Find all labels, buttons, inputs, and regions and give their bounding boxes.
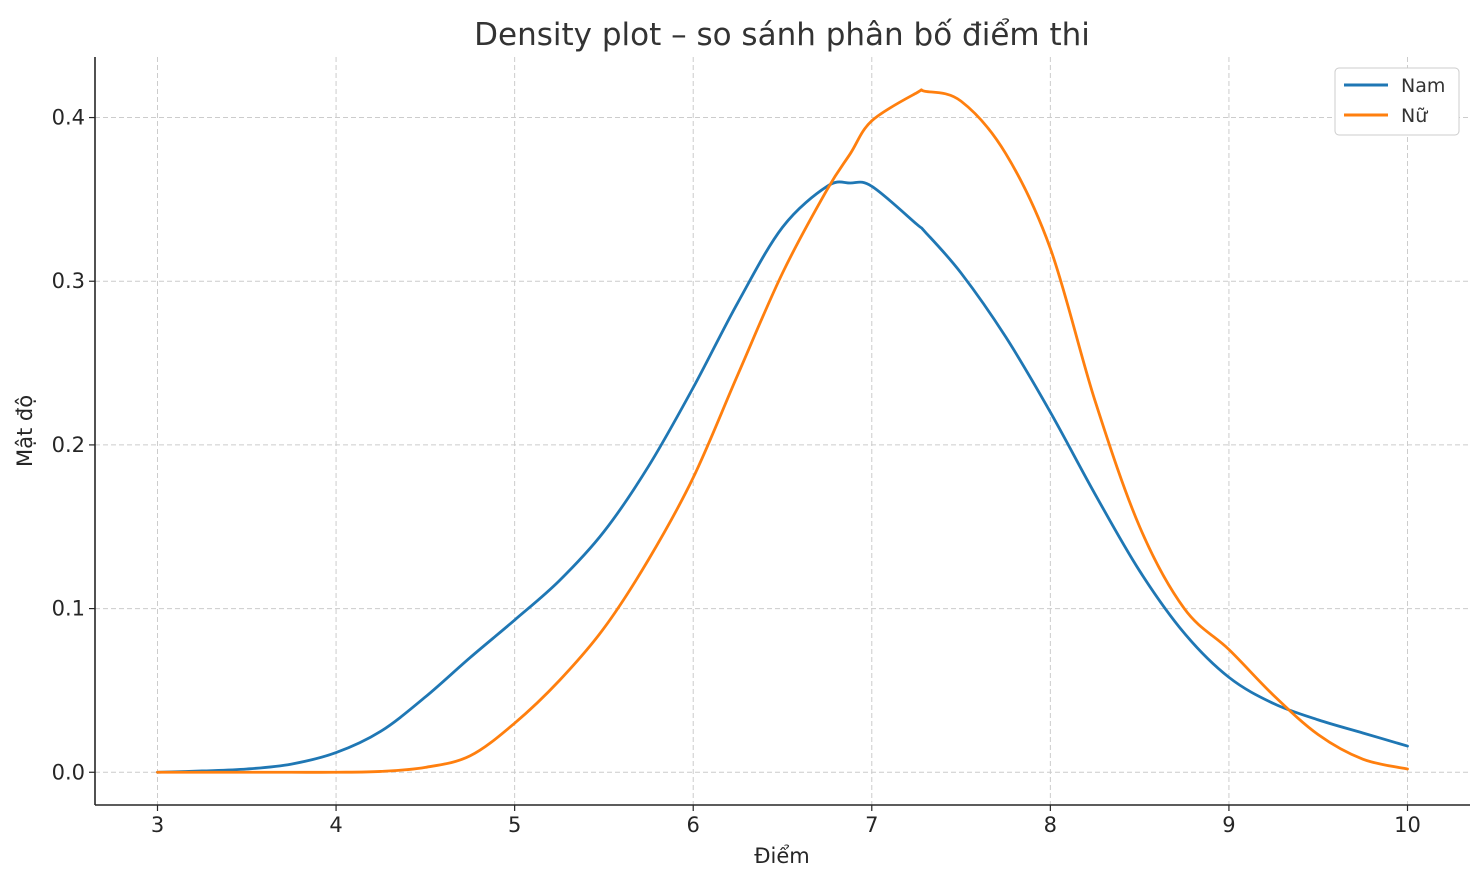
x-tick-label: 5 (508, 813, 521, 837)
chart-title: Density plot – so sánh phân bố điểm thi (474, 17, 1090, 53)
grid-lines (95, 57, 1470, 805)
series-line-0 (156, 180, 1409, 774)
y-tick-label: 0.4 (52, 106, 85, 130)
y-axis-label: Mật độ (13, 395, 37, 467)
x-tick-label: 9 (1222, 813, 1235, 837)
y-tick-label: 0.3 (52, 269, 85, 293)
y-tick-label: 0.1 (52, 597, 85, 621)
y-tick-label: 0.2 (52, 433, 85, 457)
x-tick-label: 8 (1044, 813, 1057, 837)
legend-label-nu: Nữ (1401, 105, 1428, 127)
series-lines (156, 88, 1409, 774)
series-line-1 (156, 88, 1409, 774)
y-tick-label: 0.0 (52, 760, 85, 784)
x-tick-label: 6 (687, 813, 700, 837)
x-axis-label: Điểm (754, 844, 809, 868)
x-tick-label: 10 (1394, 813, 1421, 837)
x-tick-label: 3 (151, 813, 164, 837)
legend-label-nam: Nam (1401, 75, 1445, 97)
tick-labels: 3 4 5 6 7 8 9 10 0.0 0.1 0.2 0.3 0.4 (52, 106, 1421, 837)
x-tick-label: 4 (329, 813, 342, 837)
x-tick-label: 7 (865, 813, 878, 837)
axes (94, 57, 1470, 806)
legend: Nam Nữ (1334, 67, 1460, 136)
